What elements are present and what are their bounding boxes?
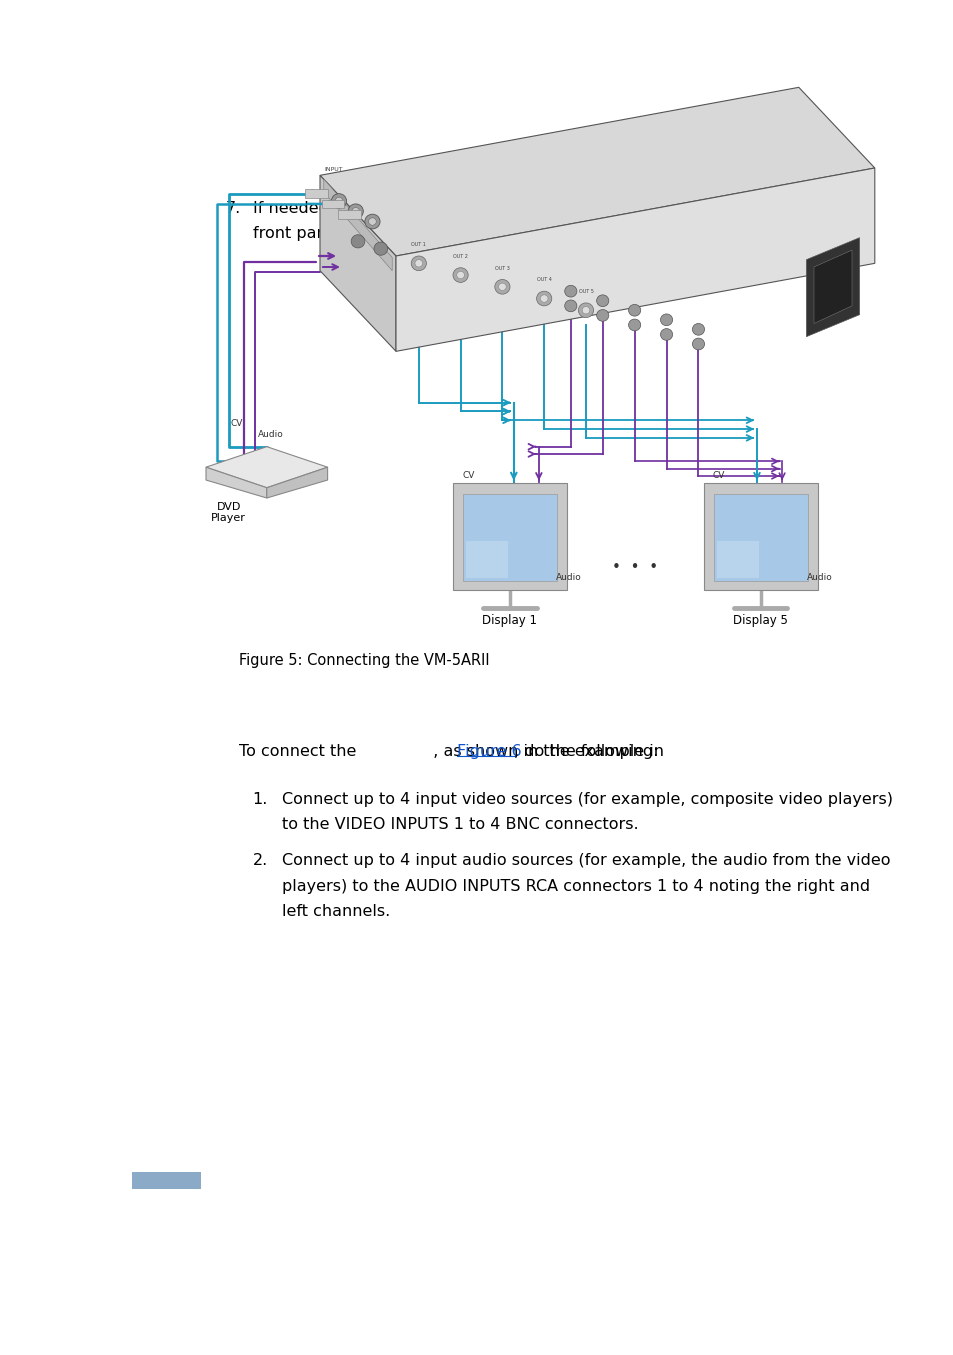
Text: Figure 5: Connecting the VM-5ARII: Figure 5: Connecting the VM-5ARII — [239, 653, 490, 668]
FancyBboxPatch shape — [132, 1172, 201, 1188]
Text: OUT 3: OUT 3 — [495, 266, 509, 271]
Circle shape — [456, 271, 464, 279]
Polygon shape — [813, 251, 851, 324]
Text: 2.: 2. — [253, 854, 268, 869]
Circle shape — [581, 306, 589, 314]
Text: to the VIDEO INPUTS 1 to 4 BNC connectors.: to the VIDEO INPUTS 1 to 4 BNC connector… — [282, 817, 638, 832]
Circle shape — [628, 318, 640, 331]
Text: Connect up to 4 input video sources (for example, composite video players): Connect up to 4 input video sources (for… — [282, 791, 892, 806]
Text: OUT 4: OUT 4 — [537, 278, 551, 282]
FancyBboxPatch shape — [713, 495, 807, 581]
Polygon shape — [319, 175, 395, 351]
Circle shape — [331, 194, 346, 209]
Text: OUT 5: OUT 5 — [578, 289, 593, 294]
Circle shape — [596, 295, 608, 306]
FancyBboxPatch shape — [716, 541, 758, 579]
Polygon shape — [805, 237, 859, 336]
Text: Display 5: Display 5 — [733, 614, 787, 627]
Polygon shape — [206, 447, 327, 488]
Circle shape — [578, 304, 593, 317]
FancyBboxPatch shape — [462, 495, 557, 581]
Circle shape — [659, 314, 672, 325]
Polygon shape — [323, 179, 392, 271]
Circle shape — [692, 339, 704, 350]
Circle shape — [564, 299, 577, 312]
Circle shape — [335, 198, 342, 205]
Text: Figure 6: Figure 6 — [456, 744, 521, 759]
Text: Audio: Audio — [556, 573, 581, 583]
Polygon shape — [321, 199, 344, 209]
Circle shape — [364, 214, 379, 229]
Text: front panel.: front panel. — [253, 226, 345, 241]
Text: 7.: 7. — [226, 201, 241, 215]
Polygon shape — [206, 467, 267, 499]
Circle shape — [596, 309, 608, 321]
Circle shape — [692, 324, 704, 335]
Text: INPUT: INPUT — [324, 167, 343, 172]
Text: left channels.: left channels. — [282, 904, 390, 919]
FancyBboxPatch shape — [703, 484, 817, 589]
Circle shape — [564, 286, 577, 297]
Text: CV: CV — [712, 470, 724, 480]
Text: Audio: Audio — [257, 431, 283, 439]
Text: CV: CV — [230, 419, 242, 428]
Circle shape — [368, 218, 375, 225]
Polygon shape — [319, 87, 874, 256]
Circle shape — [351, 234, 364, 248]
FancyBboxPatch shape — [453, 484, 566, 589]
Circle shape — [495, 279, 510, 294]
Text: 1.: 1. — [253, 791, 268, 806]
Circle shape — [536, 291, 551, 306]
FancyBboxPatch shape — [465, 541, 507, 579]
Text: If needed, adjust the VIDEO GAIN or EQ controls or the AUDIO GAIN on the: If needed, adjust the VIDEO GAIN or EQ c… — [253, 201, 851, 215]
Text: OUT 2: OUT 2 — [453, 253, 468, 259]
Circle shape — [659, 329, 672, 340]
Circle shape — [453, 268, 468, 282]
Text: OUT 1: OUT 1 — [411, 243, 426, 247]
Polygon shape — [304, 190, 327, 198]
Text: Display 1: Display 1 — [482, 614, 537, 627]
Circle shape — [374, 243, 387, 255]
Circle shape — [348, 205, 363, 218]
Circle shape — [498, 283, 506, 290]
Text: , do the following:: , do the following: — [514, 744, 659, 759]
Text: Connect up to 4 input audio sources (for example, the audio from the video: Connect up to 4 input audio sources (for… — [282, 854, 889, 869]
Circle shape — [411, 256, 426, 271]
Text: DVD
Player: DVD Player — [212, 501, 246, 523]
Text: Audio: Audio — [806, 573, 832, 583]
Circle shape — [352, 207, 359, 215]
Text: CV: CV — [461, 470, 474, 480]
Polygon shape — [267, 467, 327, 499]
Text: players) to the AUDIO INPUTS RCA connectors 1 to 4 noting the right and: players) to the AUDIO INPUTS RCA connect… — [282, 878, 869, 894]
Circle shape — [539, 295, 547, 302]
Text: •  •  •: • • • — [612, 560, 658, 575]
Circle shape — [415, 260, 422, 267]
Polygon shape — [338, 210, 360, 218]
Circle shape — [628, 305, 640, 316]
Text: To connect the               , as shown in the example in: To connect the , as shown in the example… — [239, 744, 669, 759]
Polygon shape — [395, 168, 874, 351]
